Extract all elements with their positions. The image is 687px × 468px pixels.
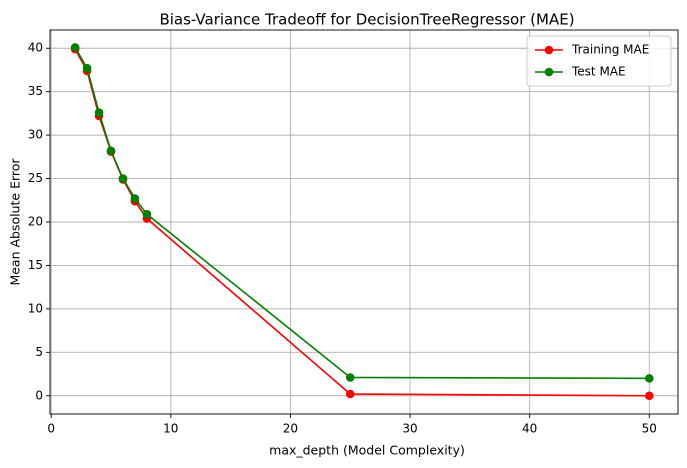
y-tick-label: 25 xyxy=(28,171,43,185)
y-axis-label: Mean Absolute Error xyxy=(8,158,23,286)
series-line xyxy=(74,46,650,380)
x-tick-label: 20 xyxy=(283,422,298,436)
data-point xyxy=(130,194,140,203)
legend-label: Test MAE xyxy=(571,65,626,79)
axis-ticks: 0 10 20 30 40 50 0 5 10 15 20 25 30 35 40 xyxy=(28,41,657,436)
data-point xyxy=(644,374,654,383)
legend-label: Training MAE xyxy=(571,43,649,57)
y-tick-label: 0 xyxy=(35,388,43,402)
data-point xyxy=(82,63,92,73)
gridlines xyxy=(50,30,678,414)
data-point xyxy=(70,43,80,52)
legend-item: Training MAE xyxy=(535,43,649,57)
y-tick-label: 40 xyxy=(28,41,43,55)
legend-marker xyxy=(544,67,554,77)
x-tick-label: 10 xyxy=(163,422,178,436)
data-point xyxy=(644,391,654,401)
y-tick-label: 10 xyxy=(28,301,43,315)
data-point xyxy=(94,108,104,117)
series-test-mae xyxy=(70,43,654,383)
data-point xyxy=(106,146,116,156)
x-tick-label: 0 xyxy=(47,422,55,436)
data-point xyxy=(345,373,355,382)
y-tick-label: 30 xyxy=(28,128,43,142)
y-tick-label: 35 xyxy=(28,84,43,98)
x-axis-label: max_depth (Model Complexity) xyxy=(269,443,465,458)
y-tick-label: 20 xyxy=(28,215,43,229)
data-point xyxy=(118,174,128,183)
x-tick-label: 50 xyxy=(642,422,657,436)
data-point xyxy=(142,209,152,219)
legend: Training MAE Test MAE xyxy=(526,35,672,87)
legend-marker xyxy=(544,45,554,55)
chart-title: Bias-Variance Tradeoff for DecisionTreeR… xyxy=(159,11,574,29)
data-point xyxy=(345,389,355,399)
y-tick-label: 15 xyxy=(28,258,43,272)
series-layer xyxy=(70,43,654,401)
x-tick-label: 30 xyxy=(402,422,417,436)
legend-item: Test MAE xyxy=(535,65,626,79)
y-tick-label: 5 xyxy=(35,345,43,359)
legend-box xyxy=(526,35,672,87)
x-tick-label: 40 xyxy=(522,422,537,436)
plot-frame xyxy=(49,29,679,415)
